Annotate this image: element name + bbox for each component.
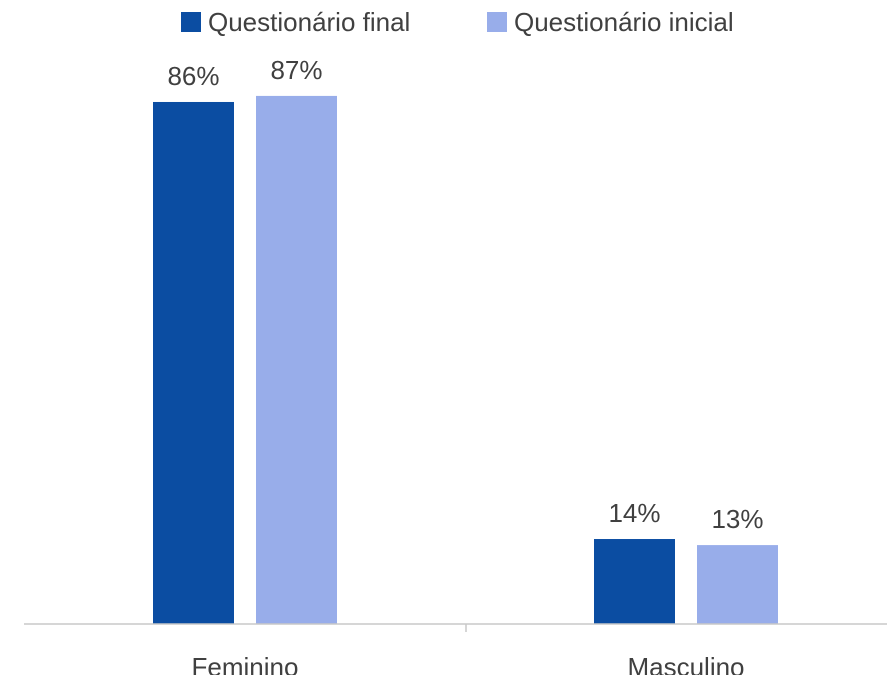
data-label-feminino-final: 86% [167,61,219,91]
x-tick-label-feminino: Feminino [192,652,299,675]
bars-group [153,95,778,625]
data-label-feminino-inicial: 87% [270,55,322,85]
bar-masculino-final [594,539,675,624]
bar-feminino-final [153,101,234,625]
data-labels-group: 86% 87% 14% 13% [167,55,763,534]
legend: Questionário final Questionário inicial [181,7,734,37]
bar-masculino-inicial [697,545,778,624]
data-label-masculino-inicial: 13% [711,504,763,534]
x-tick-label-masculino: Masculino [627,652,744,675]
x-axis: Feminino Masculino [24,623,887,675]
legend-swatch-final [181,12,201,32]
legend-item-inicial: Questionário inicial [487,7,734,37]
legend-item-final: Questionário final [181,7,410,37]
bar-feminino-inicial [256,95,337,624]
legend-label-final: Questionário final [208,7,410,37]
data-label-masculino-final: 14% [608,498,660,528]
legend-label-inicial: Questionário inicial [514,7,734,37]
legend-swatch-inicial [487,12,507,32]
